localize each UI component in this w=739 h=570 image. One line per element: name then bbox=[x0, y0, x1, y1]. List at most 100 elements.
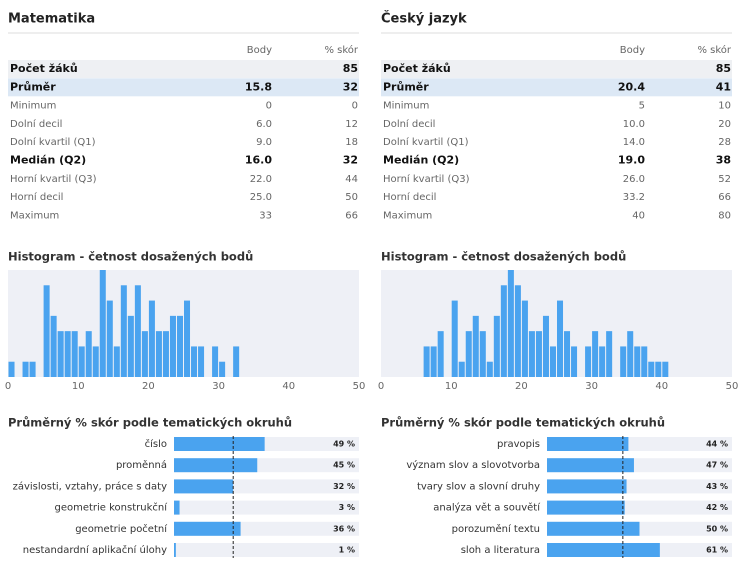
hist-bar bbox=[557, 300, 564, 377]
topic-label: geometrie početní bbox=[75, 523, 168, 535]
topic-label: nestandardní aplikační úlohy bbox=[23, 544, 167, 556]
hist-bar bbox=[507, 270, 514, 377]
hist-bar bbox=[78, 346, 85, 377]
pct-value: 0 bbox=[352, 101, 358, 112]
x-tick-label: 0 bbox=[5, 381, 11, 392]
hist-bar bbox=[212, 346, 219, 377]
topic-bar bbox=[174, 543, 176, 557]
body-value: 40 bbox=[632, 210, 645, 221]
x-tick-label: 10 bbox=[72, 381, 85, 392]
hist-bar bbox=[542, 315, 549, 377]
value-label: 36 % bbox=[333, 524, 355, 533]
row-label: Maximum bbox=[10, 210, 59, 221]
hist-bar bbox=[120, 285, 127, 377]
body-value: 16.0 bbox=[245, 154, 272, 167]
hist-bar bbox=[423, 346, 430, 377]
topic-label: pravopis bbox=[497, 439, 540, 450]
hist-bar bbox=[127, 315, 134, 377]
row-label: Dolní kvartil (Q1) bbox=[10, 136, 96, 148]
hist-bar bbox=[627, 331, 634, 377]
body-value: 10.0 bbox=[623, 119, 645, 130]
hist-bar bbox=[219, 361, 226, 377]
topic-label: proměnná bbox=[116, 459, 167, 471]
row-label: Horní decil bbox=[383, 191, 436, 203]
value-label: 47 % bbox=[706, 461, 728, 470]
hist-bar bbox=[500, 285, 507, 377]
row-bg bbox=[8, 60, 359, 78]
track bbox=[174, 543, 359, 557]
section-title: Histogram - četnost dosažených bodů bbox=[8, 250, 253, 264]
value-label: 61 % bbox=[706, 546, 728, 555]
value-label: 50 % bbox=[706, 524, 728, 533]
x-tick-label: 50 bbox=[353, 381, 366, 392]
value-label: 32 % bbox=[333, 482, 355, 491]
topic-bar bbox=[547, 458, 634, 473]
topic-label: význam slov a slovotvorba bbox=[406, 459, 540, 471]
row-label: Počet žáků bbox=[383, 62, 451, 75]
pct-value: 28 bbox=[718, 137, 731, 148]
section-title: Průměrný % skór podle tematických okruhů bbox=[8, 416, 292, 430]
hist-bar bbox=[64, 331, 71, 377]
pct-value: 85 bbox=[343, 62, 358, 75]
hist-bar bbox=[662, 361, 669, 377]
topic-bar bbox=[174, 500, 180, 515]
value-label: 42 % bbox=[706, 503, 728, 512]
pct-value: 41 bbox=[716, 80, 731, 93]
value-label: 1 % bbox=[339, 546, 355, 555]
hist-bar bbox=[472, 315, 479, 377]
pct-value: 10 bbox=[718, 101, 731, 112]
hist-bar bbox=[479, 331, 486, 377]
topic-label: číslo bbox=[145, 438, 167, 450]
x-tick-label: 0 bbox=[378, 381, 384, 392]
body-value: 25.0 bbox=[250, 192, 272, 203]
hist-bar bbox=[648, 361, 655, 377]
topic-label: porozumění textu bbox=[452, 523, 540, 535]
value-label: 43 % bbox=[706, 482, 728, 491]
row-label: Minimum bbox=[383, 101, 429, 112]
x-tick-label: 20 bbox=[142, 381, 155, 392]
topic-label: sloh a literatura bbox=[461, 545, 540, 556]
hist-bar bbox=[585, 346, 592, 377]
hist-bar bbox=[169, 315, 176, 377]
value-label: 49 % bbox=[333, 440, 355, 449]
hist-bar bbox=[620, 346, 627, 377]
topic-label: analýza vět a souvětí bbox=[433, 502, 541, 514]
body-value: 22.0 bbox=[250, 174, 272, 185]
hist-bar bbox=[85, 331, 92, 377]
hist-bar bbox=[592, 331, 599, 377]
body-value: 14.0 bbox=[623, 137, 645, 148]
pct-value: 44 bbox=[345, 174, 358, 185]
hist-bar bbox=[514, 285, 521, 377]
topic-bar bbox=[547, 479, 627, 494]
hist-bar bbox=[22, 361, 29, 377]
topic-bar bbox=[547, 437, 629, 451]
hist-bar bbox=[162, 331, 169, 377]
hist-bar bbox=[134, 285, 141, 377]
value-label: 45 % bbox=[333, 461, 355, 470]
pct-value: 18 bbox=[345, 137, 358, 148]
row-label: Průměr bbox=[10, 80, 56, 93]
row-label: Počet žáků bbox=[10, 62, 78, 75]
row-label: Dolní kvartil (Q1) bbox=[383, 136, 469, 148]
topic-bar bbox=[174, 479, 234, 494]
hist-bar bbox=[71, 331, 78, 377]
pct-value: 38 bbox=[716, 154, 731, 167]
hist-bar bbox=[634, 346, 641, 377]
section-title: Průměrný % skór podle tematických okruhů bbox=[381, 416, 665, 430]
hist-bar bbox=[57, 331, 64, 377]
row-label: Průměr bbox=[383, 80, 429, 93]
row-label: Horní kvartil (Q3) bbox=[10, 173, 97, 185]
x-tick-label: 40 bbox=[655, 381, 668, 392]
body-value: 20.4 bbox=[618, 80, 645, 93]
body-value: 15.8 bbox=[245, 80, 272, 93]
body-value: 0 bbox=[266, 101, 272, 112]
track bbox=[174, 500, 359, 515]
row-label: Horní kvartil (Q3) bbox=[383, 173, 470, 185]
hist-bar bbox=[92, 346, 99, 377]
pct-value: 50 bbox=[345, 192, 358, 203]
panel-title: Český jazyk bbox=[381, 11, 467, 27]
value-label: 3 % bbox=[339, 503, 355, 512]
value-label: 44 % bbox=[706, 440, 728, 449]
topic-bar bbox=[174, 458, 258, 473]
pct-value: 80 bbox=[718, 210, 731, 221]
